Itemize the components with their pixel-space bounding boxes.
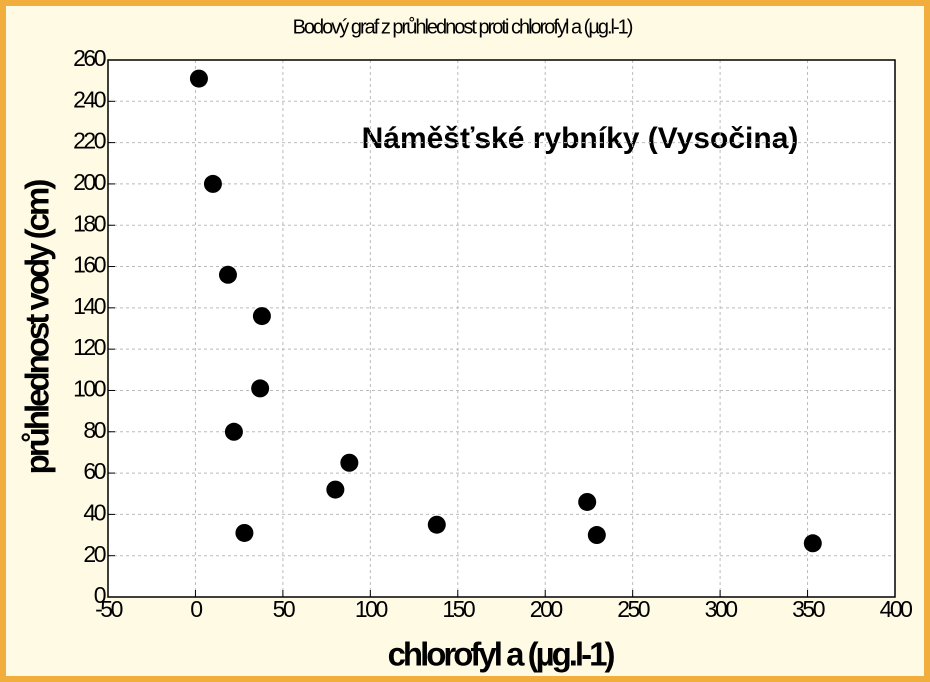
y-tick-label: 240 xyxy=(73,86,106,112)
point xyxy=(251,379,270,398)
point xyxy=(427,515,446,534)
y-tick-label: 180 xyxy=(73,210,106,236)
chart-title: Bodový graf z průhlednost proti chlorofy… xyxy=(293,16,633,38)
point xyxy=(578,492,597,511)
y-tick-label: 80 xyxy=(83,417,105,443)
y-tick-label: 120 xyxy=(73,334,106,360)
point xyxy=(235,523,254,542)
y-tick-label: 200 xyxy=(73,169,106,195)
x-tick-label: 300 xyxy=(705,596,738,622)
plot-border xyxy=(107,59,896,598)
y-tick-label: 140 xyxy=(73,293,106,319)
point xyxy=(218,265,237,284)
point xyxy=(252,307,271,326)
y-tick-label: 100 xyxy=(73,376,106,402)
y-tick-label: 220 xyxy=(73,128,106,154)
point xyxy=(340,453,359,472)
y-axis-label: průhlednost vody (cm) xyxy=(19,180,56,475)
x-tick-label: 0 xyxy=(190,596,202,622)
y-tick-label: 40 xyxy=(83,499,105,525)
point xyxy=(203,174,222,193)
x-tick-label: -50 xyxy=(95,596,122,622)
plot-area xyxy=(108,60,895,597)
x-tick-label: 100 xyxy=(355,596,388,622)
y-tick-label: 20 xyxy=(83,541,105,567)
y-tick-label: 60 xyxy=(83,458,105,484)
annotation: Náměšťské rybníky (Vysočina) xyxy=(362,122,799,155)
x-tick-label: 150 xyxy=(442,596,475,622)
point xyxy=(326,480,345,499)
y-tick-label: 260 xyxy=(73,45,106,71)
point xyxy=(189,69,208,88)
x-tick-label: 400 xyxy=(880,596,913,622)
x-tick-label: 250 xyxy=(617,596,650,622)
x-axis-label: chlorofyl a (µg.l-1) xyxy=(388,636,615,673)
x-tick-label: 350 xyxy=(792,596,825,622)
x-tick-label: 50 xyxy=(273,596,295,622)
point xyxy=(224,422,243,441)
point xyxy=(587,526,606,545)
y-tick-label: 160 xyxy=(73,252,106,278)
x-tick-label: 200 xyxy=(530,596,563,622)
point xyxy=(803,534,822,553)
